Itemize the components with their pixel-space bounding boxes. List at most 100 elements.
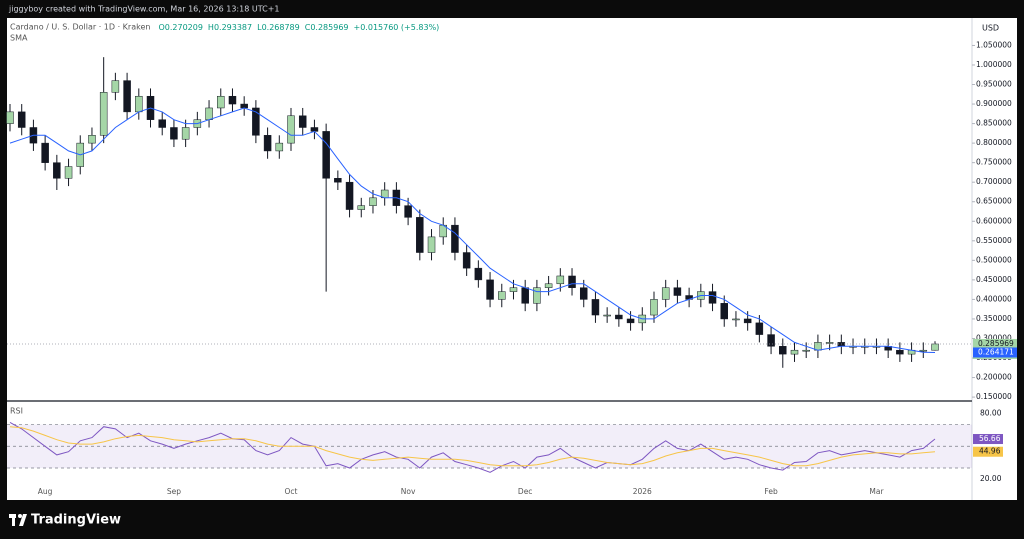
candle-body (825, 342, 834, 344)
y-tick-label: 0.800000 (976, 138, 1012, 147)
chart-area (7, 18, 1017, 500)
candle-body (755, 322, 764, 335)
y-tick-label: 0.650000 (976, 197, 1012, 206)
rsi-line (9, 426, 936, 467)
candle-body (17, 111, 26, 128)
candle-body (451, 224, 459, 253)
rsi-badge-label: 56.66 (979, 434, 1001, 443)
y-tick-label: 0.300000 (976, 333, 1012, 342)
candle-body (919, 349, 928, 352)
candle-body (53, 162, 61, 179)
candle-body (615, 314, 623, 320)
candle-body (673, 287, 682, 296)
candle-body (298, 115, 307, 128)
ohlc-value: O0.270209 (158, 23, 202, 32)
candle-body (123, 80, 131, 113)
candle-body (88, 135, 96, 144)
y-tick-label: 0.700000 (976, 177, 1012, 186)
rsi-badge-label: 44.96 (979, 447, 1001, 456)
candle-body (931, 343, 939, 351)
y-tick-label: 0.900000 (976, 99, 1012, 108)
y-tick-label: 0.450000 (976, 275, 1012, 284)
candle-body (779, 346, 787, 355)
ohlc-value: L0.268789 (257, 23, 300, 32)
sma-label: 0.264171 (978, 347, 1014, 356)
candle-body (135, 95, 143, 113)
candle-body (720, 303, 728, 320)
candle-body (205, 107, 213, 120)
y-tick-label: 0.950000 (976, 80, 1012, 89)
candle-body (837, 342, 846, 347)
candle-body (334, 178, 342, 183)
candle-body (252, 107, 260, 136)
rsi-badge (973, 434, 1003, 445)
candle-body (263, 135, 272, 152)
x-tick-label: Aug (38, 487, 53, 496)
y-tick-label: 0.850000 (976, 119, 1012, 128)
candle-body (579, 287, 588, 300)
rsi-title: RSI (10, 407, 23, 416)
x-tick-label: Nov (401, 487, 416, 496)
candle-body (743, 318, 752, 324)
candle-body (217, 95, 225, 109)
candle-body (404, 205, 412, 218)
candle-body (287, 115, 295, 144)
candle-body (345, 181, 354, 210)
candle-body (556, 275, 565, 285)
candle-body (802, 349, 810, 352)
logo (9, 514, 27, 526)
candle-body (533, 287, 541, 304)
ohlc-value: C0.285969 (305, 23, 349, 32)
candle-body (790, 349, 799, 355)
candle-body (170, 127, 178, 140)
candle-body (181, 127, 190, 140)
candle-body (64, 166, 73, 179)
candle-body (275, 142, 284, 152)
y-tick-label: 0.400000 (976, 294, 1012, 303)
candle-body (626, 318, 635, 324)
y-tick-label: 0.550000 (976, 236, 1012, 245)
candle-body (708, 291, 717, 304)
y-tick-label: 0.600000 (976, 216, 1012, 225)
candle-body (228, 95, 237, 105)
currency: USD (982, 24, 999, 33)
candle-body (41, 142, 49, 163)
x-tick-label: Sep (167, 487, 181, 496)
rsi-badge (973, 446, 1003, 457)
x-tick-label: 2026 (633, 487, 652, 496)
ohlc: O0.270209 H0.293387 L0.268789 C0.285969 +0.0… (158, 23, 439, 32)
ohlc-value: H0.293387 (208, 23, 252, 32)
y-tick-label: 1.050000 (976, 40, 1012, 49)
y-tick-label: 80.00 (980, 409, 1002, 418)
candle-body (416, 217, 424, 253)
footer-brand: TradingView (31, 513, 121, 528)
x-tick-label: Oct (285, 487, 298, 496)
y-tick-label: 0.200000 (976, 373, 1012, 382)
candle-body (111, 80, 120, 93)
candle-body (498, 291, 506, 300)
candle-body (650, 299, 658, 316)
candle-body (896, 349, 904, 355)
candle-body (568, 275, 576, 288)
indicator-label: SMA (10, 34, 28, 43)
y-tick-label: 0.350000 (976, 314, 1012, 323)
y-tick-label: 0.150000 (976, 392, 1012, 401)
y-tick-label: 0.500000 (976, 255, 1012, 264)
candle-body (591, 299, 600, 316)
candle-body (486, 279, 494, 300)
candle-body (427, 236, 436, 253)
candle-body (369, 197, 377, 206)
sma-line (9, 107, 936, 353)
candle-body (310, 127, 319, 132)
candle-body (509, 287, 518, 292)
candle-body (767, 334, 775, 347)
candle-body (462, 252, 471, 269)
candle-body (732, 318, 740, 321)
candle-body (544, 283, 553, 288)
x-tick-label: Feb (764, 487, 778, 496)
candle-body (521, 287, 529, 304)
y-tick-label: 1.000000 (976, 60, 1012, 69)
ohlc-value: +0.015760 (+5.83%) (354, 23, 440, 32)
chart-title: Cardano / U. S. Dollar · 1D · Kraken (10, 23, 150, 32)
